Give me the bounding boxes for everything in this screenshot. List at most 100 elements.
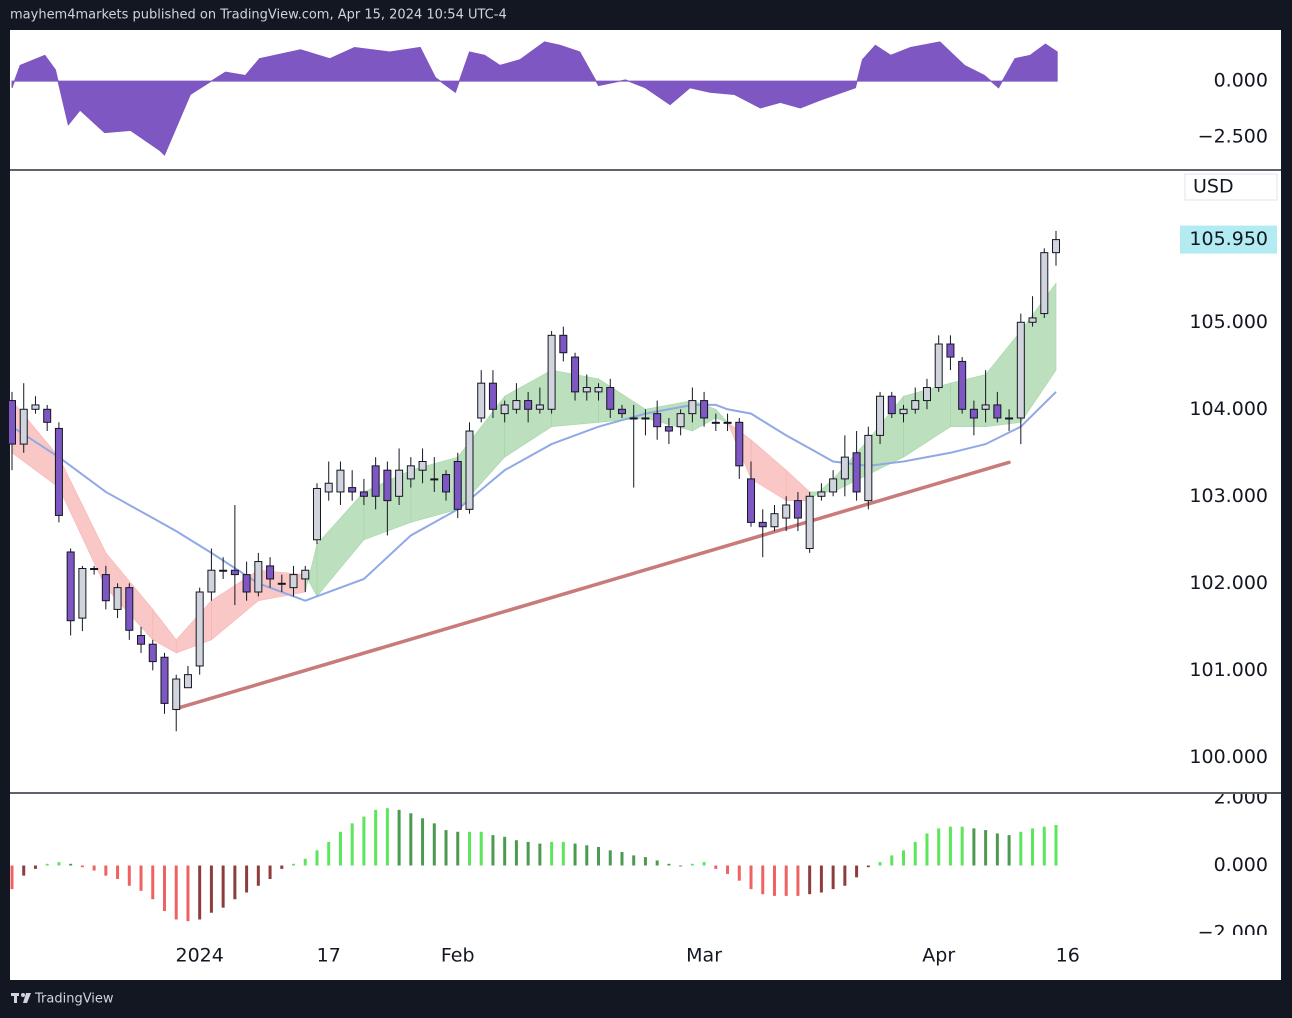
publisher-header: mayhem4markets published on TradingView.… — [10, 8, 507, 23]
trend-line — [174, 460, 1011, 711]
candle-body — [488, 382, 497, 410]
candle-body — [242, 574, 251, 593]
candle-body — [887, 395, 896, 415]
brand-name: TradingView — [34, 992, 114, 1007]
candle-body — [770, 513, 779, 528]
brand-logo — [11, 993, 31, 1003]
x-tick-label: 2024 — [176, 945, 224, 967]
candle-body — [969, 408, 978, 419]
candle-body — [840, 456, 849, 480]
candle-body — [371, 465, 380, 497]
y-tick-label: 104.000 — [1189, 398, 1268, 420]
candle-body — [266, 565, 275, 580]
candle-body — [359, 491, 368, 497]
histogram-bar — [808, 865, 812, 895]
histogram-bar — [714, 865, 718, 869]
candle-body — [676, 413, 685, 428]
histogram-bar — [467, 831, 471, 866]
candle-body — [148, 643, 157, 663]
histogram-bar — [1042, 826, 1046, 866]
histogram-bar — [303, 858, 307, 866]
candle-body — [911, 400, 920, 410]
histogram-bar — [597, 846, 601, 866]
histogram-bar — [209, 865, 213, 913]
candle-body — [758, 521, 767, 528]
histogram-bar — [233, 865, 237, 900]
histogram-bar — [702, 862, 706, 866]
histogram-bar — [538, 843, 542, 866]
candle-body — [653, 413, 662, 428]
candle-body — [606, 387, 615, 410]
candle-body — [1028, 317, 1037, 323]
histogram-bar — [456, 831, 460, 866]
histogram-bar — [80, 865, 84, 868]
x-tick-label: Feb — [441, 945, 475, 967]
histogram-bar — [855, 865, 859, 878]
candle-body — [312, 487, 321, 541]
histogram-bar — [69, 863, 73, 866]
candle-body — [19, 408, 28, 445]
candle-body — [395, 469, 404, 497]
candle-body — [735, 421, 744, 467]
histogram-bar — [350, 823, 354, 866]
candle-body — [7, 400, 16, 445]
histogram-bar — [995, 833, 999, 866]
histogram-bar — [139, 865, 143, 891]
candle-body — [934, 343, 943, 389]
histogram-bar — [256, 865, 260, 886]
candle-body — [442, 474, 451, 493]
candle-body — [125, 587, 134, 631]
candle-body — [700, 400, 709, 419]
histogram-bar — [385, 808, 389, 866]
candle-body — [230, 569, 239, 576]
candle-body — [723, 421, 732, 424]
histogram-bar — [843, 865, 847, 886]
histogram-bar — [514, 840, 518, 866]
histogram-bar — [162, 865, 166, 912]
histogram-bar — [1054, 825, 1058, 866]
candle-body — [324, 482, 333, 493]
candle-body — [571, 356, 580, 393]
histogram-bar — [268, 865, 272, 880]
candle-body — [1016, 321, 1025, 419]
chart-area — [10, 30, 1281, 980]
histogram-bar — [292, 863, 296, 866]
candle-body — [617, 408, 626, 415]
candle-body — [78, 568, 87, 619]
candle-body — [137, 635, 146, 645]
histogram-bar — [104, 865, 108, 876]
candle-body — [559, 334, 568, 354]
histogram-bar — [620, 852, 624, 866]
histogram-bar — [315, 850, 319, 866]
y-tick-label: −2.500 — [1198, 126, 1268, 148]
histogram-bar — [643, 857, 647, 866]
y-tick-label: 100.000 — [1189, 746, 1268, 768]
candle-body — [254, 561, 263, 593]
histogram-bar — [444, 830, 448, 866]
histogram-bar — [796, 865, 800, 896]
candle-body — [336, 469, 345, 493]
histogram-bar — [866, 865, 870, 868]
histogram-bar — [550, 841, 554, 866]
y-tick-label: 0.000 — [1214, 854, 1268, 876]
candle-body — [183, 674, 192, 689]
histogram-bar — [761, 865, 765, 895]
histogram-bar — [1019, 831, 1023, 866]
candle-body — [641, 417, 650, 420]
histogram-bar — [1031, 828, 1035, 866]
candle-body — [829, 478, 838, 493]
candle-body — [547, 334, 556, 410]
candle-body — [864, 434, 873, 502]
histogram-bar — [432, 823, 436, 866]
histogram-bar — [397, 809, 401, 866]
histogram-bar — [421, 818, 425, 866]
candle-body — [817, 491, 826, 497]
candle-body — [219, 569, 228, 572]
candle-body — [629, 417, 638, 420]
histogram-bar — [151, 865, 155, 900]
histogram-bar — [632, 855, 636, 866]
candle-body — [876, 395, 885, 436]
candle-body — [90, 568, 99, 571]
y-tick-label: 101.000 — [1189, 659, 1268, 681]
candle-body — [160, 656, 169, 704]
